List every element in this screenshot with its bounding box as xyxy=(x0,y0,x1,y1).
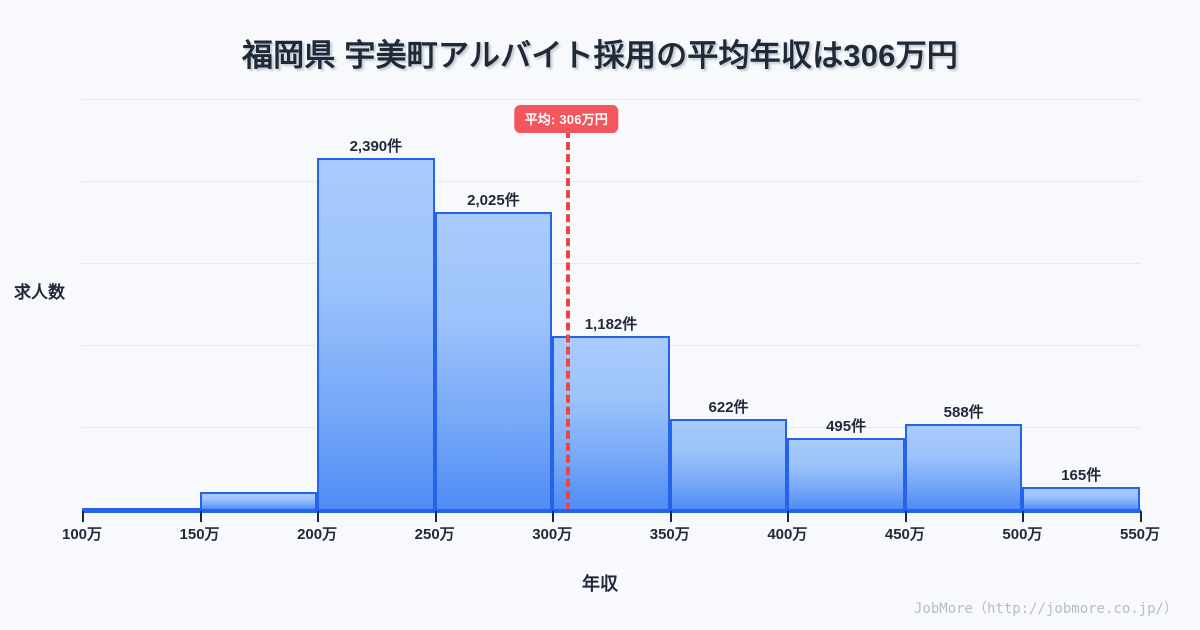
bar[interactable] xyxy=(317,158,435,511)
gridline xyxy=(82,99,1140,100)
x-axis-title: 年収 xyxy=(582,574,618,594)
bar[interactable] xyxy=(434,211,553,511)
page-title: 福岡県 宇美町アルバイト採用の平均年収は306万円 xyxy=(241,38,959,73)
x-axis-tick-label: 250万 xyxy=(414,526,455,543)
x-axis-tick xyxy=(199,511,202,522)
bar[interactable] xyxy=(904,424,1023,511)
x-axis-tick-label: 350万 xyxy=(649,526,690,543)
x-axis-tick-label: 200万 xyxy=(297,526,338,543)
x-axis-tick-label: 500万 xyxy=(1002,526,1043,543)
x-axis-tick xyxy=(82,511,84,522)
bar[interactable] xyxy=(552,336,670,511)
x-axis-tick-label: 550万 xyxy=(1119,526,1161,543)
x-axis-tick-label: 300万 xyxy=(532,526,573,543)
x-axis-tick xyxy=(669,511,672,522)
bar-value-label: 588件 xyxy=(943,404,984,422)
gridline xyxy=(82,263,1140,264)
x-axis-tick xyxy=(904,511,907,522)
x-axis-tick xyxy=(1022,511,1025,522)
bar[interactable] xyxy=(787,437,905,511)
x-axis-tick xyxy=(317,511,320,522)
x-axis-tick xyxy=(552,511,555,522)
x-axis-tick-label: 100万 xyxy=(61,526,103,543)
bar[interactable] xyxy=(669,419,788,511)
x-axis-tick xyxy=(434,511,437,522)
bar[interactable] xyxy=(1022,486,1140,511)
x-axis-line xyxy=(82,509,1141,513)
x-axis-tick-label: 400万 xyxy=(767,526,808,543)
bar-value-label: 1,182件 xyxy=(584,316,638,334)
y-axis-title: 求人数 xyxy=(14,283,65,302)
x-axis-tick-label: 450万 xyxy=(884,526,925,543)
footer-credit: JobMore（http://jobmore.co.jp/） xyxy=(913,601,1178,617)
bar-value-label: 165件 xyxy=(1061,466,1102,484)
mean-badge: 平均: 306万円 xyxy=(514,105,619,133)
x-axis-tick xyxy=(1140,511,1142,522)
gridline xyxy=(82,181,1140,182)
x-axis-tick xyxy=(787,511,790,522)
mean-line xyxy=(566,130,571,511)
bar-value-label: 622件 xyxy=(708,399,749,417)
bar-value-label: 495件 xyxy=(826,417,867,435)
bar-value-label: 2,390件 xyxy=(349,138,403,156)
bar-value-label: 2,025件 xyxy=(467,191,520,209)
x-axis-tick-label: 150万 xyxy=(179,526,220,543)
